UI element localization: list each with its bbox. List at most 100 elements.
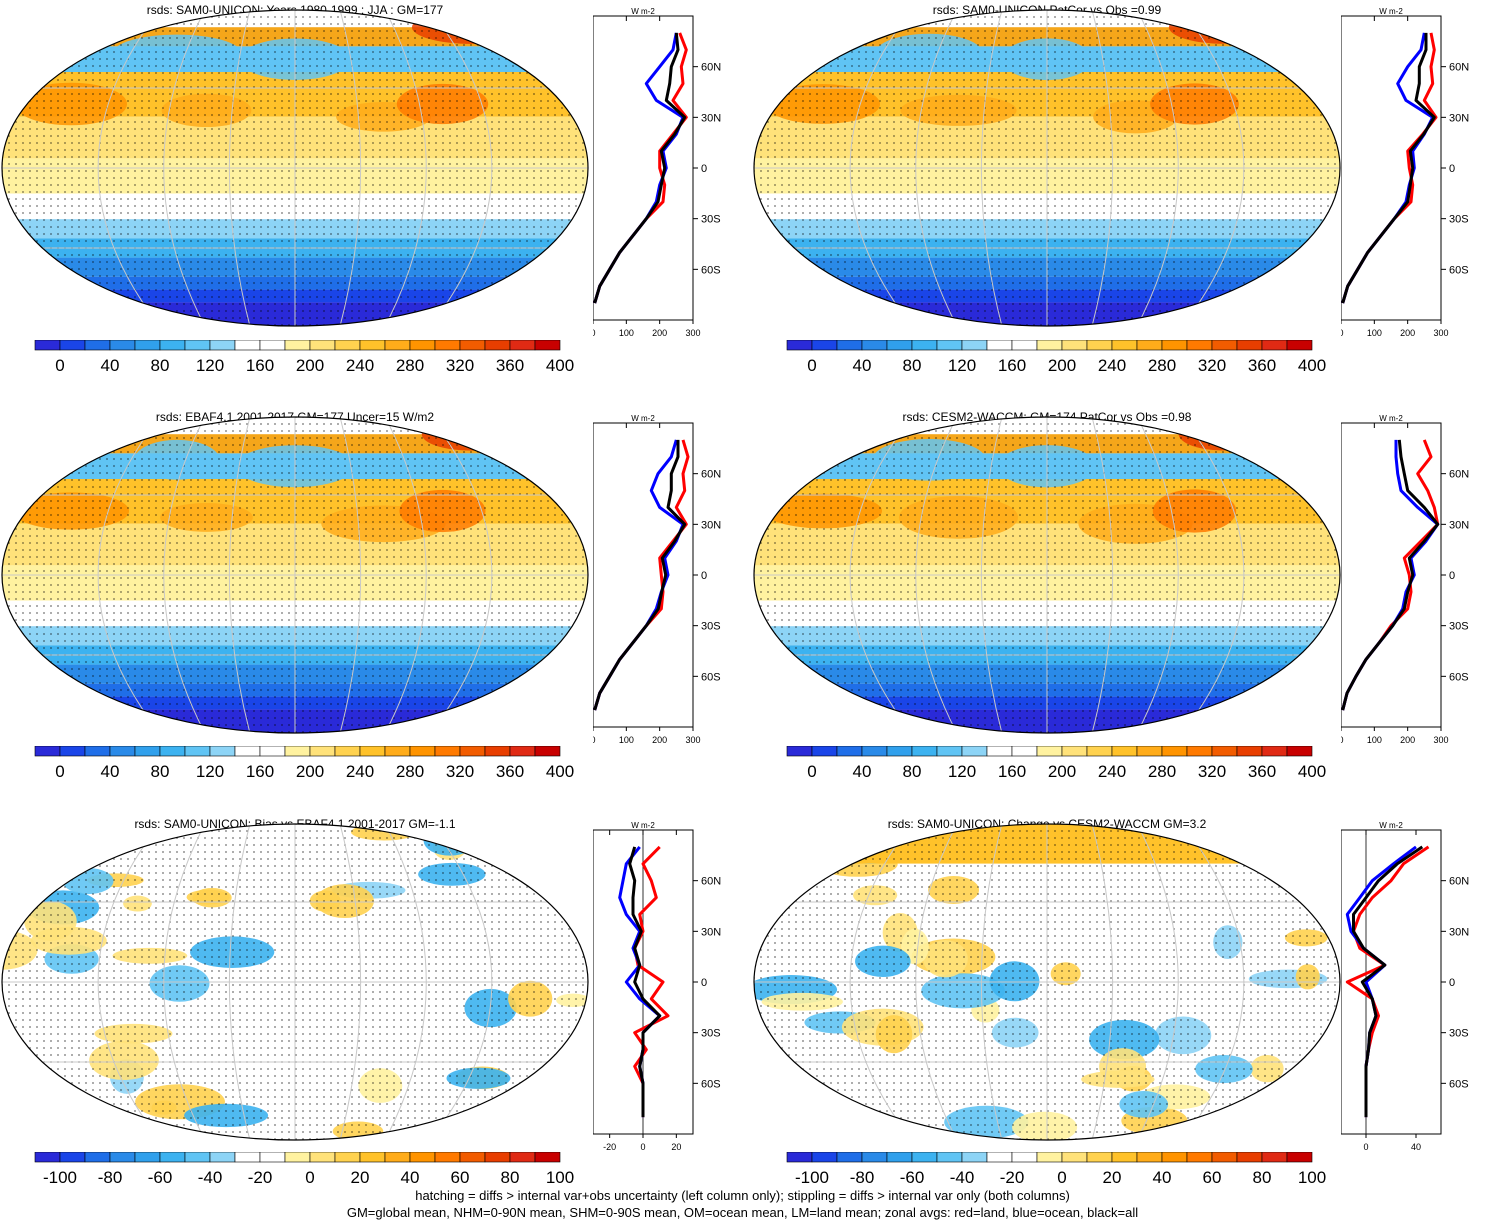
colorbar-tick-label: 240 <box>346 356 374 375</box>
zonal-lat-tick-label: 30S <box>701 621 721 633</box>
colorbar-swatch <box>209 1152 236 1163</box>
colorbar-swatch <box>134 1152 161 1163</box>
colorbar-tick-label: 40 <box>101 356 120 375</box>
zonal-lat-tick-label: 60N <box>701 62 721 74</box>
colorbar-swatch <box>134 746 161 757</box>
colorbar-tick-label: 80 <box>151 762 170 781</box>
colorbar-swatch <box>459 1152 486 1163</box>
zonal-lat-tick-label: 60S <box>1449 671 1469 683</box>
colorbar-tick-label: 360 <box>496 356 524 375</box>
colorbar-swatch <box>1036 1152 1063 1163</box>
zonal-x-tick-label: 200 <box>1400 328 1415 338</box>
colorbar-tick-label: 80 <box>151 356 170 375</box>
colorbar-swatch <box>1061 1152 1088 1163</box>
zonal-x-tick-label: 300 <box>685 735 700 745</box>
colorbar-swatch <box>1086 746 1113 757</box>
zonal-series-land <box>593 32 688 304</box>
colorbar: 0 40 80 120 160 200 240 280 320 360 400 <box>34 746 574 781</box>
colorbar-swatch <box>961 1152 988 1163</box>
colorbar-tick-label: 360 <box>496 762 524 781</box>
colorbar-swatch <box>1136 746 1163 757</box>
colorbar-tick-label: -100 <box>795 1168 829 1187</box>
colorbar-swatch <box>786 340 813 351</box>
colorbar-swatch <box>1111 746 1138 757</box>
colorbar-swatch <box>59 746 86 757</box>
zonal-lat-tick-label: 0 <box>701 163 707 175</box>
zonal-series-all <box>628 846 662 1118</box>
zonal-series-all <box>593 439 687 711</box>
zonal-lat-tick-label: 30S <box>1449 621 1469 633</box>
zonal-lat-tick-label: 60N <box>1449 469 1469 481</box>
colorbar-swatch <box>1211 1152 1238 1163</box>
zonal-lat-tick-label: 30S <box>701 214 721 226</box>
zonal-x-tick-label: 200 <box>652 735 667 745</box>
zonal-lat-tick-label: 0 <box>701 977 707 989</box>
colorbar-swatch <box>384 746 411 757</box>
zonal-x-tick-label: 300 <box>685 328 700 338</box>
zonal-lat-tick-label: 30N <box>1449 519 1469 531</box>
colorbar-swatch <box>811 340 838 351</box>
colorbar-swatch <box>409 746 436 757</box>
colorbar-swatch <box>434 340 461 351</box>
zonal-mean-plot: W m-2 60N 30N 0 30S 60S 0 100 200 300 <box>1341 8 1469 338</box>
colorbar-swatch <box>1011 746 1038 757</box>
colorbar-tick-label: 200 <box>1048 356 1076 375</box>
colorbar-tick-label: 0 <box>807 762 816 781</box>
colorbar-tick-label: 240 <box>346 762 374 781</box>
zonal-unit-label: W m-2 <box>631 415 655 423</box>
colorbar-swatch <box>509 746 536 757</box>
colorbar-tick-label: -40 <box>950 1168 975 1187</box>
colorbar-swatch <box>1261 340 1288 351</box>
footer-note-legend: GM=global mean, NHM=0-90N mean, SHM=0-90… <box>346 1205 1139 1220</box>
colorbar-swatch <box>1236 340 1263 351</box>
global-map <box>1 823 589 1141</box>
colorbar-swatch <box>34 746 61 757</box>
colorbar-swatch <box>1186 1152 1213 1163</box>
colorbar-swatch <box>936 340 963 351</box>
colorbar-tick-label: 360 <box>1248 762 1276 781</box>
colorbar-swatch <box>384 340 411 351</box>
colorbar-swatch <box>1286 340 1313 351</box>
global-map <box>753 823 1341 1141</box>
colorbar-swatch <box>1236 1152 1263 1163</box>
colorbar-swatch <box>34 340 61 351</box>
colorbar-tick-label: 400 <box>546 762 574 781</box>
zonal-lat-tick-label: 0 <box>1449 977 1455 989</box>
zonal-lat-tick-label: 30S <box>1449 214 1469 226</box>
colorbar-swatch <box>334 1152 361 1163</box>
colorbar-tick-label: 100 <box>546 1168 574 1187</box>
colorbar-tick-label: 0 <box>55 356 64 375</box>
zonal-lat-tick-label: 30N <box>701 926 721 938</box>
colorbar-swatch <box>1261 746 1288 757</box>
zonal-x-tick-label: 0 <box>640 1142 645 1152</box>
colorbar-swatch <box>1286 746 1313 757</box>
colorbar-tick-label: 120 <box>196 762 224 781</box>
colorbar-tick-label: 160 <box>998 762 1026 781</box>
colorbar-tick-label: 120 <box>948 762 976 781</box>
zonal-lat-tick-label: 30N <box>701 519 721 531</box>
colorbar-swatch <box>509 340 536 351</box>
zonal-lat-tick-label: 30S <box>1449 1028 1469 1040</box>
zonal-lat-tick-label: 60S <box>701 1078 721 1090</box>
zonal-x-tick-label: 0 <box>1341 328 1344 338</box>
colorbar-swatch <box>961 340 988 351</box>
colorbar-swatch <box>1111 1152 1138 1163</box>
colorbar-swatch <box>1136 340 1163 351</box>
colorbar-swatch <box>911 340 938 351</box>
zonal-lat-tick-label: 0 <box>1449 570 1455 582</box>
colorbar-swatch <box>1211 746 1238 757</box>
colorbar-swatch <box>1036 746 1063 757</box>
colorbar-tick-label: 20 <box>1103 1168 1122 1187</box>
zonal-lat-tick-label: 60S <box>1449 264 1469 276</box>
colorbar-swatch <box>1011 340 1038 351</box>
zonal-lat-tick-label: 60N <box>1449 876 1469 888</box>
colorbar-swatch <box>1136 1152 1163 1163</box>
colorbar-swatch <box>534 340 561 351</box>
colorbar-swatch <box>1186 746 1213 757</box>
zonal-unit-label: W m-2 <box>631 8 655 16</box>
colorbar-tick-label: 0 <box>55 762 64 781</box>
colorbar-tick-label: 280 <box>396 762 424 781</box>
zonal-x-tick-label: -20 <box>603 1142 616 1152</box>
colorbar-swatch <box>209 340 236 351</box>
colorbar-tick-label: 160 <box>998 356 1026 375</box>
